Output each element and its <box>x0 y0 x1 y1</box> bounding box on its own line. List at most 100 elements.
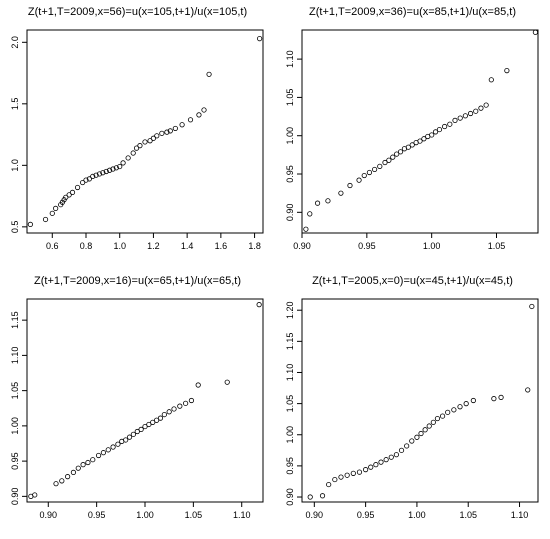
scatter-plot: 0.90 0.95 1.00 1.05 1.10 0.90 0.95 1.00 1.05 1.10… <box>10 298 264 520</box>
data-point <box>69 189 76 195</box>
data-point <box>177 403 183 409</box>
data-point <box>154 417 160 423</box>
data-point <box>224 379 230 385</box>
data-point <box>397 149 404 155</box>
x-tick-label: 0.95 <box>88 510 106 520</box>
data-point <box>377 163 383 169</box>
data-point <box>188 397 195 404</box>
y-tick-label: 0.95 <box>285 457 295 475</box>
data-point <box>457 404 463 410</box>
data-point <box>436 126 443 133</box>
y-tick-label: 0.5 <box>10 221 20 234</box>
data-point <box>421 136 427 142</box>
y-tick-label: 0.90 <box>285 488 295 506</box>
data-point <box>409 142 415 148</box>
x-tick-label: 1.05 <box>185 510 203 520</box>
data-point <box>75 465 81 471</box>
data-point <box>80 179 86 186</box>
data-point <box>422 427 428 433</box>
data-point <box>344 472 350 478</box>
data-point <box>90 173 96 180</box>
data-point <box>83 177 89 183</box>
panel-title: Z(t+1,T=2009,x=56)=u(x=105,t+1)/u(x=105,… <box>27 6 248 18</box>
y-tick-label: 1.15 <box>285 333 295 351</box>
data-point <box>195 382 201 388</box>
data-point <box>442 123 448 130</box>
data-point <box>426 423 432 429</box>
data-point <box>498 394 504 400</box>
y-tick-label: 1.15 <box>10 311 20 329</box>
data-point <box>394 151 400 157</box>
data-point <box>100 170 106 176</box>
data-point <box>161 411 167 418</box>
data-point <box>146 421 152 428</box>
data-point <box>373 462 379 468</box>
scatter-plot: 0.90 0.95 1.00 1.05 1.10 0.90 0.95 1.00 1.05 1.10… <box>285 298 539 520</box>
data-point <box>390 154 396 160</box>
data-point <box>100 450 107 456</box>
data-point <box>445 409 451 415</box>
x-tick-label: 0.95 <box>357 510 375 520</box>
data-point <box>187 117 194 123</box>
data-point <box>65 474 71 480</box>
data-point <box>133 145 140 151</box>
x-tick-label: 1.4 <box>181 241 194 251</box>
x-tick-label: 0.90 <box>293 241 311 251</box>
data-point <box>378 459 384 465</box>
x-tick-label: 0.6 <box>46 241 59 251</box>
data-point <box>103 168 109 175</box>
data-point <box>388 454 394 460</box>
panel-title: Z(t+1,T=2009,x=16)=u(x=65,t+1)/u(x=65,t) <box>34 275 241 287</box>
data-point <box>157 415 164 421</box>
x-tick-label: 0.90 <box>40 510 58 520</box>
data-point <box>95 452 102 459</box>
data-point <box>113 165 119 171</box>
y-tick-label: 1.20 <box>285 301 295 319</box>
data-point <box>398 447 405 453</box>
data-point <box>201 107 207 113</box>
data-point <box>150 419 156 425</box>
data-point <box>386 157 392 163</box>
data-point <box>350 470 356 476</box>
data-point <box>159 130 165 136</box>
data-point <box>383 457 389 463</box>
y-tick-label: 2.0 <box>10 36 20 49</box>
data-point <box>66 192 72 198</box>
data-point <box>470 397 476 404</box>
data-point <box>257 36 263 42</box>
plot-frame <box>26 298 264 503</box>
data-point <box>115 441 121 447</box>
plot-frame <box>301 29 539 234</box>
data-point <box>307 494 313 500</box>
data-point <box>42 216 49 223</box>
x-tick-label: 1.00 <box>408 510 426 520</box>
data-point <box>53 481 59 487</box>
x-tick-label: 1.05 <box>459 510 477 520</box>
data-point <box>154 133 160 139</box>
y-tick-label: 1.00 <box>10 417 20 435</box>
x-tick-label: 1.00 <box>136 510 154 520</box>
data-point <box>125 155 131 161</box>
data-point <box>529 303 535 310</box>
data-point <box>80 462 86 468</box>
data-point <box>372 166 378 173</box>
y-tick-label: 1.10 <box>285 50 295 68</box>
data-point <box>409 438 415 444</box>
scatter-plot: 0.6 0.8 1.0 1.2 1.4 1.6 1.8 0.5 1.0 1.5 2.0 <box>10 29 264 251</box>
data-point <box>452 117 458 123</box>
data-point <box>32 492 38 498</box>
data-point <box>338 190 344 196</box>
data-point <box>63 194 69 200</box>
data-point <box>366 169 373 176</box>
data-point <box>27 221 33 227</box>
x-tick-label: 1.2 <box>147 241 160 251</box>
data-point <box>93 172 99 178</box>
data-point <box>74 184 81 191</box>
data-point <box>338 474 344 480</box>
data-point <box>439 413 446 419</box>
panel-title: Z(t+1,T=2005,x=0)=u(x=45,t+1)/u(x=45,t) <box>312 275 513 287</box>
data-point <box>432 129 439 135</box>
x-tick-label: 1.10 <box>511 510 529 520</box>
data-point <box>142 139 148 145</box>
data-point <box>491 396 497 402</box>
